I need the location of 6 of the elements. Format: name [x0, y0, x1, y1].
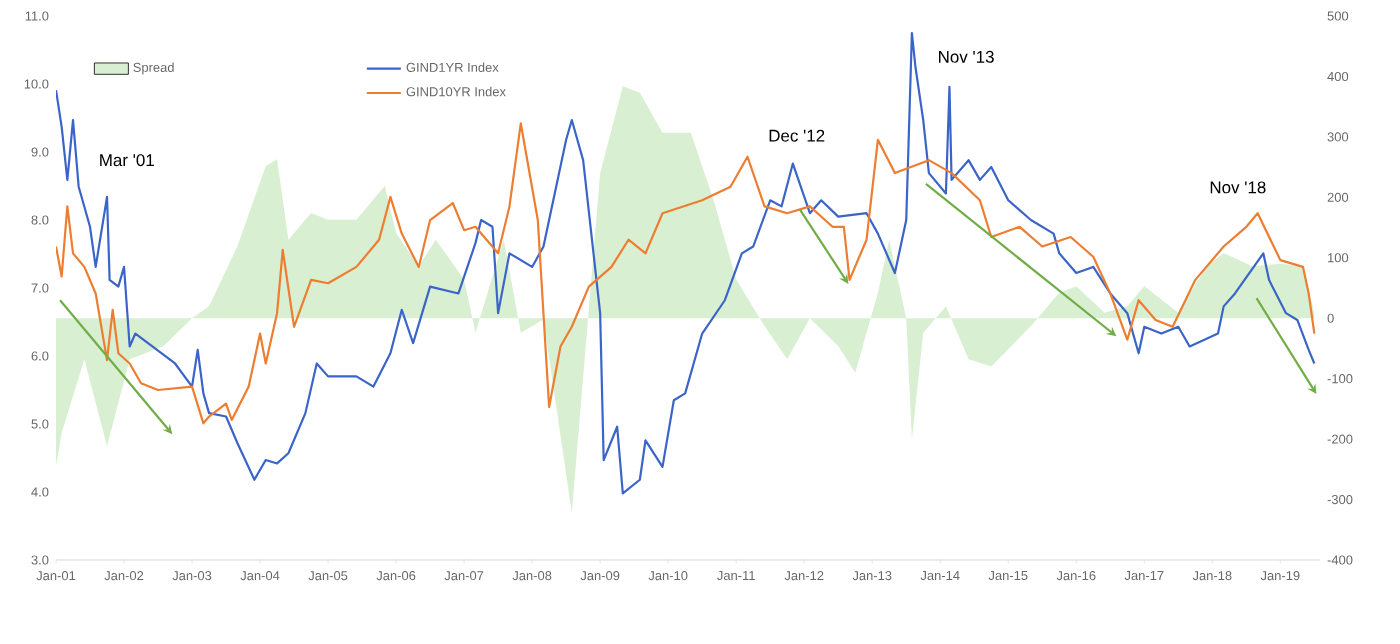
- annotation: Dec '12: [769, 129, 825, 142]
- annotation: Nov '18: [1210, 181, 1266, 194]
- line-series: [56, 31, 1316, 495]
- annotation: Nov '13: [939, 50, 994, 63]
- line-series: [56, 122, 1316, 425]
- annotation: Mar '01: [100, 154, 154, 167]
